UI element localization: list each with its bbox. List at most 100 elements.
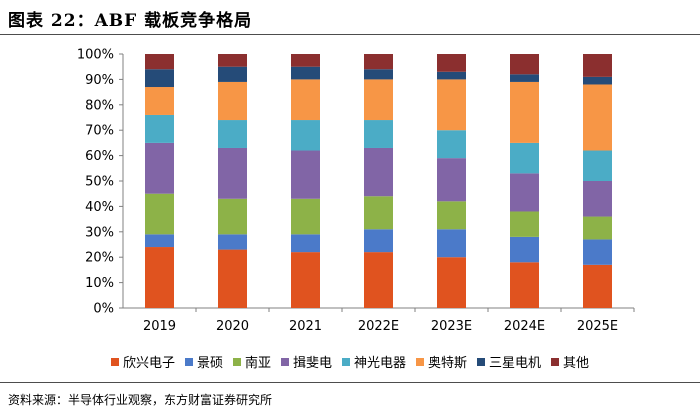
bar-segment [218, 234, 247, 250]
bar-segment [583, 264, 612, 308]
bar-segment [218, 198, 247, 235]
bar-segment [218, 249, 247, 308]
bar-segment [145, 142, 174, 194]
x-tick-label: 2021 [289, 319, 322, 334]
bar-segment [437, 229, 466, 258]
legend-item: 其他 [551, 352, 589, 371]
bar-segment [510, 211, 539, 237]
source-divider [0, 382, 700, 383]
figure-title: 图表 22：ABF 载板竞争格局 [8, 11, 253, 31]
y-tick-label: 60% [85, 149, 114, 164]
bar-segment [583, 181, 612, 217]
bar-segment [583, 54, 612, 77]
bar-segment [364, 69, 393, 80]
source-note: 资料来源：半导体行业观察，东方财富证券研究所 [8, 393, 273, 407]
legend-label: 景硕 [196, 356, 223, 371]
legend-swatch [477, 357, 486, 366]
x-tick-label: 2024E [504, 319, 545, 334]
y-tick-label: 20% [85, 251, 114, 266]
legend-label: 其他 [563, 356, 590, 371]
bar-segment [218, 66, 247, 82]
bar-segment [145, 193, 174, 235]
legend-swatch [551, 357, 560, 366]
chart-legend: 欣兴电子 景硕 南亚 揖斐电 神光电器 奥特斯 三星电机 其他 [0, 352, 700, 371]
x-tick-label: 2023E [431, 319, 472, 334]
bar-segment [364, 54, 393, 70]
x-tick-label: 2019 [143, 319, 176, 334]
legend-item: 三星电机 [477, 352, 541, 371]
bar-segment [291, 120, 320, 151]
y-tick-label: 70% [85, 124, 114, 139]
x-tick-label: 2020 [216, 319, 249, 334]
bar-segment [145, 234, 174, 248]
bar-segment [437, 79, 466, 131]
bar-segment [145, 247, 174, 308]
bar-segment [510, 54, 539, 75]
y-tick-label: 90% [85, 73, 114, 88]
legend-label: 奥特斯 [428, 356, 468, 371]
legend-swatch [342, 357, 350, 366]
legend-label: 三星电机 [489, 356, 542, 371]
y-tick-label: 40% [85, 200, 114, 215]
legend-swatch [232, 357, 241, 366]
bar-segment [510, 81, 539, 143]
legend-item: 景硕 [184, 352, 223, 371]
bar-segment [437, 201, 466, 230]
bar-segment [437, 158, 466, 202]
legend-swatch [280, 357, 289, 366]
bar-segment [510, 74, 539, 82]
legend-item: 欣兴电子 [110, 352, 175, 371]
bar-segment [583, 76, 612, 85]
bar-segment [218, 81, 247, 121]
legend-item: 奥特斯 [416, 352, 467, 371]
y-tick-label: 50% [85, 175, 114, 190]
legend-item: 南亚 [232, 352, 271, 371]
bar-segment [510, 173, 539, 212]
bar-segment [364, 79, 393, 121]
legend-item: 揖斐电 [280, 352, 332, 371]
bar-segment [364, 252, 393, 308]
legend-swatch [184, 357, 193, 366]
bar-segment [437, 257, 466, 308]
title-divider [0, 34, 700, 35]
bar-segment [291, 79, 320, 121]
x-tick-label: 2025E [577, 319, 618, 334]
title-bar: 图表 22：ABF 载板竞争格局 [0, 0, 700, 34]
bar-segment [291, 252, 320, 308]
y-tick-label: 80% [85, 98, 114, 113]
bar-segment [364, 196, 393, 230]
legend-label: 神光电器 [354, 356, 407, 371]
y-tick-label: 100% [77, 48, 114, 63]
bar-segment [291, 66, 320, 80]
stacked-bar-chart: 0% 10% 20% 30% 40% 50% 60% 70% 80% 90% 100% 2019 202… [77, 48, 635, 334]
bar-segment [364, 120, 393, 148]
bar-segment [291, 234, 320, 253]
bar-segment [218, 147, 247, 199]
bar-segment [510, 236, 539, 263]
bar-segment [291, 54, 320, 67]
y-tick-label: 0% [93, 302, 114, 317]
legend-label: 揖斐电 [292, 356, 332, 371]
legend-swatch [110, 357, 119, 366]
y-tick-label: 10% [85, 276, 114, 291]
bar-segment [364, 147, 393, 197]
bar-segment [583, 239, 612, 265]
bar-segment [291, 150, 320, 199]
bar-segment [364, 229, 393, 253]
legend-label: 欣兴电子 [122, 356, 175, 371]
bar-segment [145, 54, 174, 70]
bar-segment [145, 87, 174, 115]
x-tick-label: 2022E [358, 319, 399, 334]
legend-label: 南亚 [244, 356, 271, 371]
bar-segment [291, 198, 320, 235]
bar-segment [583, 150, 612, 181]
bar-segment [437, 130, 466, 159]
bar-segment [510, 142, 539, 174]
bar-segment [583, 216, 612, 240]
bar-segment [437, 71, 466, 80]
y-tick-label: 30% [85, 225, 114, 240]
legend-item: 神光电器 [342, 352, 406, 371]
bar-segment [145, 114, 174, 143]
bar-segment [583, 84, 612, 151]
bar-segment [510, 262, 539, 308]
